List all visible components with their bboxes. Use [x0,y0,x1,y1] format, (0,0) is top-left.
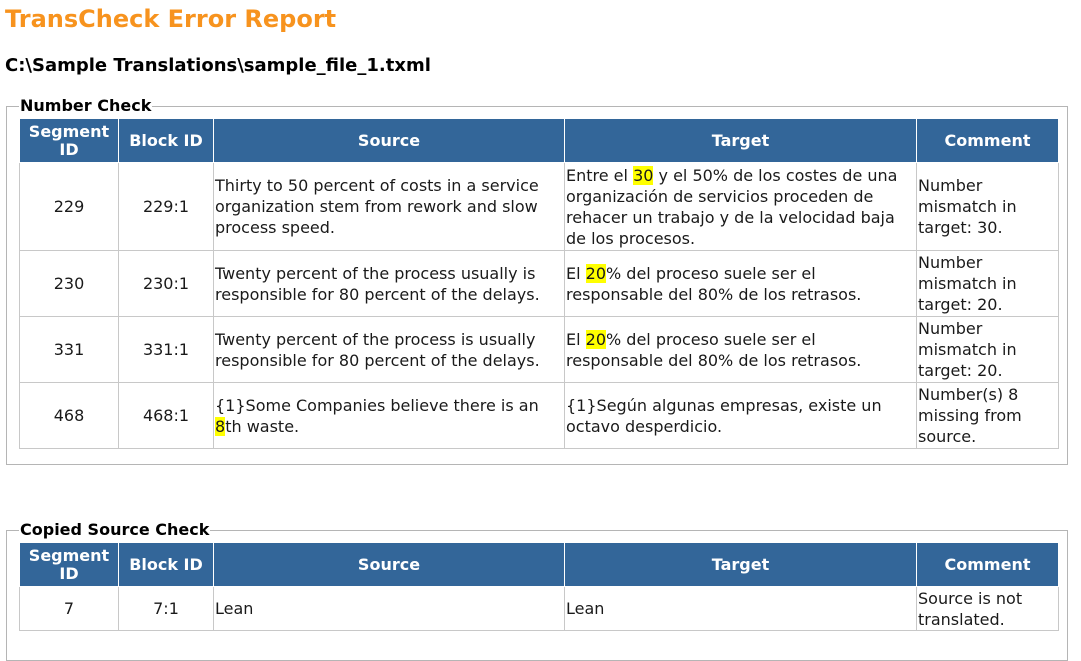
comment-cell: Number mismatch in target: 30. [916,162,1059,251]
column-header-block-id: Block ID [118,542,214,587]
column-header-block-id: Block ID [118,118,214,163]
block-id-cell: 7:1 [118,586,214,631]
number-check-table: Segment ID Block ID Source Target Commen… [19,118,1059,449]
table-row: 331 331:1 Twenty percent of the process … [19,316,1059,383]
target-cell: Lean [564,586,917,631]
column-header-target: Target [564,118,917,163]
segment-id-cell: 230 [19,250,119,317]
segment-id-cell: 468 [19,382,119,449]
column-header-source: Source [213,542,565,587]
comment-cell: Number mismatch in target: 20. [916,250,1059,317]
target-cell: Entre el 30 y el 50% de los costes de un… [564,162,917,251]
target-cell: {1}Según algunas empresas, existe un oct… [564,382,917,449]
report-title: TransCheck Error Report [5,5,337,33]
target-text: Entre el [566,165,634,185]
target-cell: El 20% del proceso suele ser el responsa… [564,250,917,317]
comment-cell: Number(s) 8 missing from source. [916,382,1059,449]
segment-id-cell: 331 [19,316,119,383]
source-cell: Lean [213,586,565,631]
block-id-cell: 230:1 [118,250,214,317]
source-text: {1}Some Companies believe there is an [215,395,539,415]
copied-source-check-legend: Copied Source Check [20,520,210,539]
number-check-section: Number Check Segment ID Block ID Source … [6,97,1068,465]
table-row: 7 7:1 Lean Lean Source is not translated… [19,586,1059,631]
segment-id-cell: 229 [19,162,119,251]
column-header-comment: Comment [916,542,1059,587]
column-header-comment: Comment [916,118,1059,163]
segment-id-cell: 7 [19,586,119,631]
block-id-cell: 331:1 [118,316,214,383]
copied-source-check-table: Segment ID Block ID Source Target Commen… [19,542,1059,631]
column-header-segment-id: Segment ID [19,542,119,587]
column-header-source: Source [213,118,565,163]
source-text: th waste. [225,416,300,436]
target-text: % del proceso suele ser el responsable d… [566,329,862,370]
block-id-cell: 468:1 [118,382,214,449]
column-header-segment-id: Segment ID [19,118,119,163]
copied-source-check-section: Copied Source Check Segment ID Block ID … [6,521,1068,661]
number-check-legend: Number Check [20,96,152,115]
source-cell: Twenty percent of the process usually is… [213,250,565,317]
file-path: C:\Sample Translations\sample_file_1.txm… [5,55,431,76]
number-highlight: 20 [585,329,606,349]
block-id-cell: 229:1 [118,162,214,251]
table-row: 230 230:1 Twenty percent of the process … [19,250,1059,317]
target-text: El [566,329,586,349]
source-cell: Thirty to 50 percent of costs in a servi… [213,162,565,251]
number-highlight: 8 [215,416,226,436]
source-cell: Twenty percent of the process is usually… [213,316,565,383]
column-header-target: Target [564,542,917,587]
source-cell: {1}Some Companies believe there is an 8t… [213,382,565,449]
table-row: 229 229:1 Thirty to 50 percent of costs … [19,162,1059,251]
comment-cell: Number mismatch in target: 20. [916,316,1059,383]
target-text: % del proceso suele ser el responsable d… [566,263,862,304]
target-text: El [566,263,586,283]
number-highlight: 30 [633,165,654,185]
comment-cell: Source is not translated. [916,586,1059,631]
table-row: 468 468:1 {1}Some Companies believe ther… [19,382,1059,449]
target-cell: El 20% del proceso suele ser el responsa… [564,316,917,383]
number-highlight: 20 [585,263,606,283]
target-text: y el 50% de los costes de una organizaci… [566,165,898,248]
